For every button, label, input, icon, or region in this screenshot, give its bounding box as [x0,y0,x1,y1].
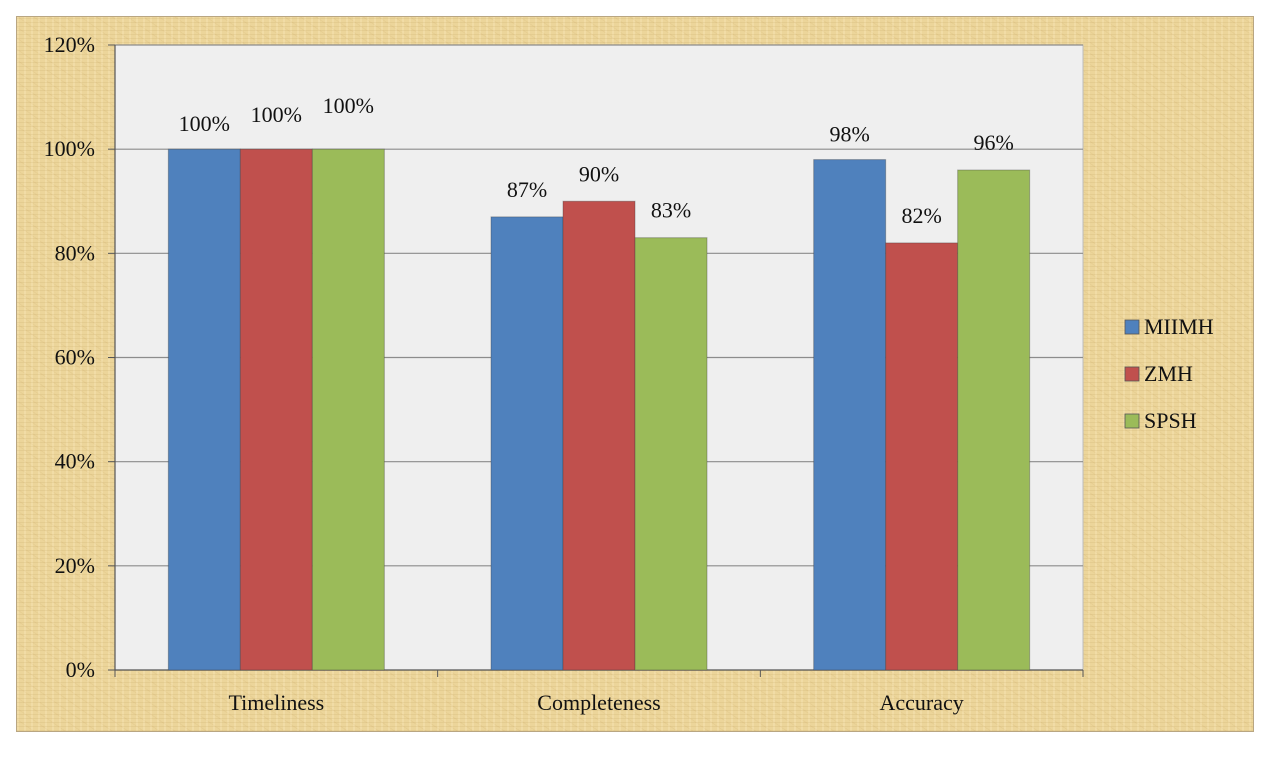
legend-swatch-miimh [1124,319,1140,335]
y-tick-label: 100% [44,136,95,161]
bar-miimh-completeness [490,216,564,671]
data-label: 100% [251,102,302,127]
bar-zmh-completeness [562,200,636,671]
legend-swatch-zmh [1124,366,1140,382]
data-label: 83% [651,198,691,223]
y-tick-label: 0% [66,657,95,682]
data-label: 82% [902,203,942,228]
category-label: Timeliness [228,690,324,715]
y-tick-label: 20% [55,553,95,578]
legend-label-zmh: ZMH [1144,361,1193,386]
y-tick-label: 40% [55,449,95,474]
bar-spsh-accuracy [957,169,1031,671]
bar-miimh-accuracy [813,159,887,671]
legend-label-spsh: SPSH [1144,408,1197,433]
bar-spsh-timeliness [311,148,385,671]
data-label: 100% [323,93,374,118]
bar-zmh-accuracy [885,242,959,671]
category-label: Completeness [537,690,660,715]
legend-swatch-spsh [1124,413,1140,429]
category-label: Accuracy [880,690,964,715]
data-label: 100% [179,111,230,136]
data-label: 87% [507,177,547,202]
y-tick-label: 60% [55,345,95,370]
data-label: 98% [830,122,870,147]
bar-miimh-timeliness [167,148,241,671]
data-label: 96% [974,130,1014,155]
y-tick-label: 80% [55,240,95,265]
bar-spsh-completeness [634,237,708,671]
y-tick-label: 120% [44,32,95,57]
bar-zmh-timeliness [239,148,313,671]
data-label: 90% [579,161,619,186]
legend-label-miimh: MIIMH [1144,314,1214,339]
